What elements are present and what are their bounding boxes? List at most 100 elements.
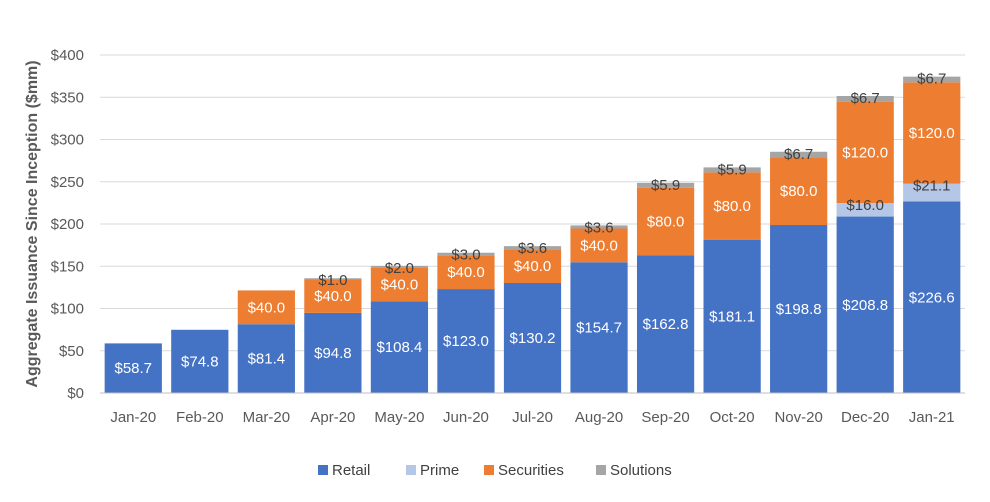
x-tick-label: Sep-20 <box>641 409 689 426</box>
x-tick-label: Apr-20 <box>310 409 355 426</box>
bar-segment-retail <box>437 289 495 393</box>
data-label-prime: $16.0 <box>846 197 884 214</box>
bar-segment-securities <box>636 187 695 256</box>
data-label-retail: $154.7 <box>576 320 622 337</box>
x-tick-label: Jul-20 <box>512 409 553 426</box>
data-label-solutions: $3.0 <box>451 247 480 264</box>
bar-segment-retail <box>104 343 162 393</box>
data-label-securities: $80.0 <box>647 214 685 231</box>
bar-segment-retail <box>370 301 429 393</box>
data-label-retail: $58.7 <box>114 360 152 377</box>
bar-segment-retail <box>503 282 562 393</box>
bar-segment-solutions <box>304 278 362 280</box>
bar-segment-solutions <box>437 252 495 256</box>
x-tick-label: Jan-21 <box>909 409 955 426</box>
x-tick-label: Aug-20 <box>575 409 623 426</box>
y-tick-label: $150 <box>51 258 84 275</box>
data-label-solutions: $5.9 <box>651 177 680 194</box>
bar-segment-solutions <box>636 182 695 188</box>
bar-segment-securities <box>437 255 495 290</box>
legend-label-solutions: Solutions <box>610 462 672 479</box>
data-label-retail: $208.8 <box>842 297 888 314</box>
bar-segment-retail <box>770 225 828 393</box>
legend-swatch-retail <box>318 465 328 475</box>
bar-segment-solutions <box>370 265 429 268</box>
y-tick-label: $200 <box>51 216 84 233</box>
bar-segment-retail <box>304 312 362 393</box>
data-label-retail: $123.0 <box>443 333 489 350</box>
data-label-solutions: $6.7 <box>784 146 813 163</box>
data-label-securities: $80.0 <box>713 198 751 215</box>
bar-segment-retail <box>171 329 229 393</box>
data-label-retail: $94.8 <box>314 345 352 362</box>
bar-segment-securities <box>370 267 429 302</box>
bar-segment-solutions <box>570 225 628 229</box>
data-label-solutions: $2.0 <box>385 260 414 277</box>
y-tick-label: $350 <box>51 89 84 106</box>
bars <box>104 76 961 393</box>
y-tick-label: $400 <box>51 47 84 64</box>
y-tick-label: $100 <box>51 301 84 318</box>
data-labels: $58.7$81.4$40.0$94.8$40.0$1.0$108.4$40.0… <box>114 71 954 378</box>
bar-segment-solutions <box>903 76 961 83</box>
legend-swatch-prime <box>406 465 416 475</box>
data-label-retail: $108.4 <box>376 339 422 356</box>
x-tick-label: May-20 <box>374 409 424 426</box>
bar-segment-solutions <box>836 95 894 102</box>
bar-segment-securities <box>304 279 362 313</box>
data-label-retail: $162.8 <box>643 316 689 333</box>
data-label-solutions: $6.7 <box>917 71 946 88</box>
bar-segment-securities <box>503 249 562 283</box>
bar-segment-securities <box>570 228 628 263</box>
x-tick-label: Jan-20 <box>110 409 156 426</box>
bar-segment-retail <box>570 262 628 393</box>
data-label-securities: $40.0 <box>580 237 618 254</box>
bar-segment-retail <box>237 324 295 393</box>
bar-segment-retail <box>703 239 761 393</box>
data-label-solutions: $1.0 <box>318 272 347 289</box>
data-label-retail: $181.1 <box>709 308 755 325</box>
data-label-retail: $226.6 <box>909 289 955 306</box>
y-tick-label: $300 <box>51 132 84 149</box>
legend-label-securities: Securities <box>498 462 564 479</box>
bar-segment-securities <box>903 82 961 184</box>
bar-segment-securities <box>836 101 894 204</box>
data-label-retail: $198.8 <box>776 301 822 318</box>
legend-label-prime: Prime <box>420 462 459 479</box>
data-label-solutions: $3.6 <box>584 219 613 236</box>
bar-segment-securities <box>703 172 761 240</box>
x-tick-label: Dec-20 <box>841 409 889 426</box>
data-label-securities: $40.0 <box>381 277 419 294</box>
y-tick-label: $50 <box>59 343 84 360</box>
bar-segment-solutions <box>703 167 761 173</box>
bar-segment-retail <box>903 201 961 393</box>
data-label-securities: $40.0 <box>447 264 485 281</box>
legend: Retail Prime Securities Solutions <box>318 462 672 479</box>
bar-segment-retail <box>636 255 695 393</box>
data-label-securities: $120.0 <box>842 144 888 161</box>
x-tick-label: Jun-20 <box>443 409 489 426</box>
legend-swatch-solutions <box>596 465 606 475</box>
data-label-securities: $80.0 <box>780 183 818 200</box>
bar-segment-solutions <box>503 246 562 250</box>
data-label-solutions: $6.7 <box>851 90 880 107</box>
data-label-securities: $40.0 <box>314 288 352 305</box>
data-label-solutions: $3.6 <box>518 240 547 257</box>
bar-segment-prime <box>903 183 961 202</box>
data-label-retail: $130.2 <box>510 330 556 347</box>
legend-swatch-securities <box>484 465 494 475</box>
bar-segment-prime <box>836 203 894 217</box>
data-label-retail: $74.8 <box>181 353 219 370</box>
y-tick-label: $250 <box>51 174 84 191</box>
data-label-securities: $120.0 <box>909 125 955 142</box>
x-tick-label: Mar-20 <box>243 409 291 426</box>
data-label-prime: $21.1 <box>913 178 951 195</box>
data-label-solutions: $5.9 <box>718 161 747 178</box>
y-tick-label: $0 <box>67 385 84 402</box>
legend-label-retail: Retail <box>332 462 370 479</box>
x-tick-label: Nov-20 <box>774 409 822 426</box>
data-label-securities: $40.0 <box>514 258 552 275</box>
bar-segment-securities <box>237 290 295 325</box>
